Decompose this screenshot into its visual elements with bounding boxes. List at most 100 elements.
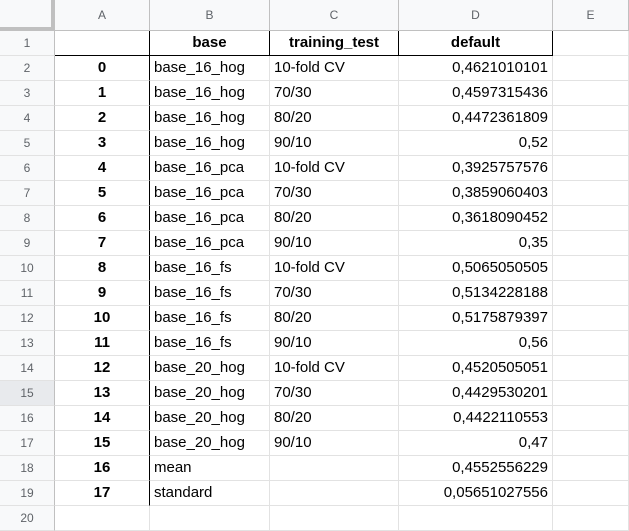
cell-b17[interactable]: base_20_hog [150,431,270,456]
cell-c15[interactable]: 70/30 [270,381,399,406]
cell-a18[interactable]: 16 [55,456,150,481]
cell-b20[interactable] [150,506,270,531]
cell-b13[interactable]: base_16_fs [150,331,270,356]
cell-a20[interactable] [55,506,150,531]
row-header-1[interactable]: 1 [0,31,55,56]
cell-a19[interactable]: 17 [55,481,150,506]
row-header-15[interactable]: 15 [0,381,55,406]
column-header-c[interactable]: C [270,0,399,31]
cell-c13[interactable]: 90/10 [270,331,399,356]
cell-e7[interactable] [553,181,629,206]
cell-e18[interactable] [553,456,629,481]
cell-d7[interactable]: 0,3859060403 [399,181,553,206]
cell-e10[interactable] [553,256,629,281]
row-header-8[interactable]: 8 [0,206,55,231]
cell-c10[interactable]: 10-fold CV [270,256,399,281]
cell-a2[interactable]: 0 [55,56,150,81]
cell-d11[interactable]: 0,5134228188 [399,281,553,306]
cell-a8[interactable]: 6 [55,206,150,231]
cell-d17[interactable]: 0,47 [399,431,553,456]
row-header-3[interactable]: 3 [0,81,55,106]
cell-b3[interactable]: base_16_hog [150,81,270,106]
row-header-17[interactable]: 17 [0,431,55,456]
row-header-2[interactable]: 2 [0,56,55,81]
cell-a1[interactable] [55,31,150,56]
cell-e4[interactable] [553,106,629,131]
row-header-16[interactable]: 16 [0,406,55,431]
row-header-19[interactable]: 19 [0,481,55,506]
cell-c12[interactable]: 80/20 [270,306,399,331]
cell-c18[interactable] [270,456,399,481]
cell-a4[interactable]: 2 [55,106,150,131]
cell-a14[interactable]: 12 [55,356,150,381]
cell-b16[interactable]: base_20_hog [150,406,270,431]
cell-e1[interactable] [553,31,629,56]
cell-e17[interactable] [553,431,629,456]
column-header-a[interactable]: A [55,0,150,31]
column-header-d[interactable]: D [399,0,553,31]
cell-b1[interactable]: base [150,31,270,56]
row-header-12[interactable]: 12 [0,306,55,331]
row-header-11[interactable]: 11 [0,281,55,306]
cell-d2[interactable]: 0,4621010101 [399,56,553,81]
row-header-18[interactable]: 18 [0,456,55,481]
cell-c2[interactable]: 10-fold CV [270,56,399,81]
cell-e2[interactable] [553,56,629,81]
row-header-7[interactable]: 7 [0,181,55,206]
row-header-13[interactable]: 13 [0,331,55,356]
cell-d4[interactable]: 0,4472361809 [399,106,553,131]
cell-c1[interactable]: training_test [270,31,399,56]
cell-a10[interactable]: 8 [55,256,150,281]
cell-b4[interactable]: base_16_hog [150,106,270,131]
cell-d15[interactable]: 0,4429530201 [399,381,553,406]
cell-a9[interactable]: 7 [55,231,150,256]
cell-e6[interactable] [553,156,629,181]
cell-c14[interactable]: 10-fold CV [270,356,399,381]
row-header-10[interactable]: 10 [0,256,55,281]
cell-b18[interactable]: mean [150,456,270,481]
cell-d18[interactable]: 0,4552556229 [399,456,553,481]
cell-c4[interactable]: 80/20 [270,106,399,131]
cell-e20[interactable] [553,506,629,531]
row-header-4[interactable]: 4 [0,106,55,131]
cell-e9[interactable] [553,231,629,256]
cell-d5[interactable]: 0,52 [399,131,553,156]
cell-c19[interactable] [270,481,399,506]
cell-a13[interactable]: 11 [55,331,150,356]
cell-a16[interactable]: 14 [55,406,150,431]
cell-c6[interactable]: 10-fold CV [270,156,399,181]
cell-b10[interactable]: base_16_fs [150,256,270,281]
cell-a3[interactable]: 1 [55,81,150,106]
cell-d16[interactable]: 0,4422110553 [399,406,553,431]
cell-b8[interactable]: base_16_pca [150,206,270,231]
cell-c16[interactable]: 80/20 [270,406,399,431]
cell-e8[interactable] [553,206,629,231]
cell-b11[interactable]: base_16_fs [150,281,270,306]
cell-e15[interactable] [553,381,629,406]
row-header-6[interactable]: 6 [0,156,55,181]
cell-c11[interactable]: 70/30 [270,281,399,306]
cell-d8[interactable]: 0,3618090452 [399,206,553,231]
cell-b9[interactable]: base_16_pca [150,231,270,256]
cell-e13[interactable] [553,331,629,356]
cell-d14[interactable]: 0,4520505051 [399,356,553,381]
cell-b5[interactable]: base_16_hog [150,131,270,156]
cell-b7[interactable]: base_16_pca [150,181,270,206]
cell-b6[interactable]: base_16_pca [150,156,270,181]
cell-e3[interactable] [553,81,629,106]
cell-d13[interactable]: 0,56 [399,331,553,356]
cell-c3[interactable]: 70/30 [270,81,399,106]
cell-d12[interactable]: 0,5175879397 [399,306,553,331]
cell-e11[interactable] [553,281,629,306]
cell-c9[interactable]: 90/10 [270,231,399,256]
cell-d19[interactable]: 0,05651027556 [399,481,553,506]
cell-e12[interactable] [553,306,629,331]
cell-d3[interactable]: 0,4597315436 [399,81,553,106]
cell-c20[interactable] [270,506,399,531]
row-header-5[interactable]: 5 [0,131,55,156]
cell-e5[interactable] [553,131,629,156]
cell-b2[interactable]: base_16_hog [150,56,270,81]
column-header-b[interactable]: B [150,0,270,31]
cell-a12[interactable]: 10 [55,306,150,331]
row-header-20[interactable]: 20 [0,506,55,531]
